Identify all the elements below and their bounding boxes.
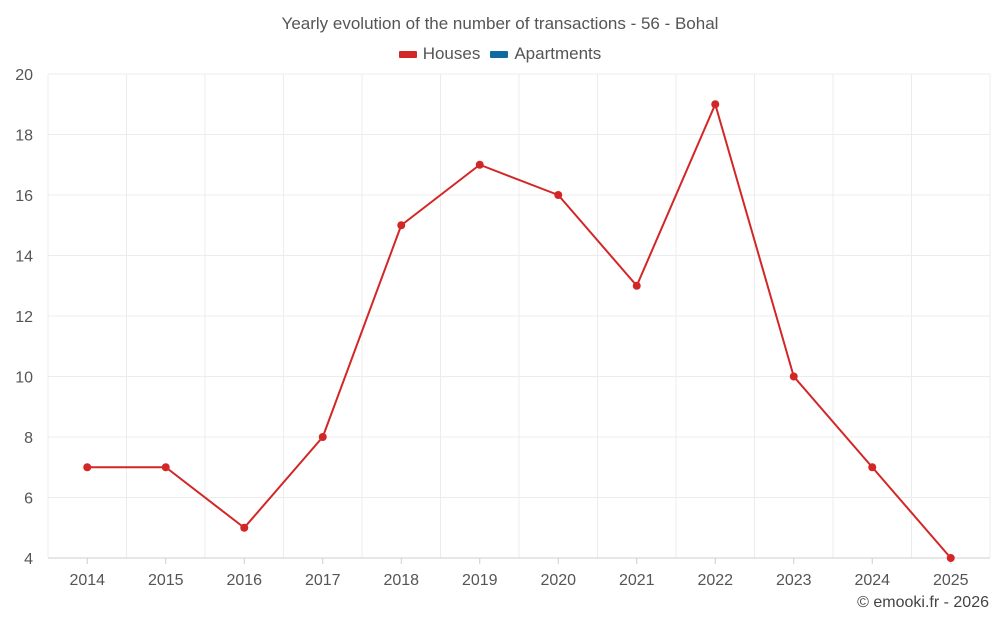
legend-label-apartments: Apartments — [514, 44, 602, 63]
data-point — [789, 372, 798, 381]
legend-item-apartments[interactable]: Apartments — [490, 44, 601, 64]
legend: Houses Apartments — [0, 44, 1000, 64]
y-tick-label: 6 — [24, 491, 33, 508]
legend-label-houses: Houses — [422, 44, 481, 63]
credit-text: © emooki.fr - 2026 — [857, 594, 989, 611]
data-point — [240, 523, 249, 532]
y-tick-label: 12 — [15, 309, 33, 326]
x-tick-label: 2019 — [462, 572, 498, 589]
y-tick-label: 14 — [15, 249, 33, 266]
y-tick-label: 10 — [15, 370, 33, 387]
y-tick-label: 16 — [15, 188, 33, 205]
y-tick-label: 4 — [24, 551, 33, 568]
data-point — [554, 191, 563, 199]
data-point — [868, 463, 877, 472]
chart-title: Yearly evolution of the number of transa… — [281, 14, 719, 33]
x-tick-label: 2017 — [305, 572, 341, 589]
data-point — [83, 463, 92, 472]
x-tick-label: 2024 — [854, 572, 890, 589]
x-tick-label: 2016 — [226, 572, 262, 589]
x-tick-label: 2020 — [540, 572, 576, 589]
data-point — [632, 281, 641, 290]
data-point — [318, 433, 327, 441]
series-line-houses — [87, 103, 952, 559]
x-tick-label: 2025 — [933, 572, 969, 589]
data-point — [946, 554, 955, 562]
x-tick-label: 2014 — [69, 572, 105, 589]
data-point — [397, 221, 406, 230]
x-tick-label: 2021 — [619, 572, 655, 589]
data-point — [475, 160, 484, 169]
y-tick-label: 20 — [15, 67, 33, 84]
legend-swatch-houses — [398, 50, 417, 58]
y-tick-label: 8 — [24, 430, 33, 447]
y-tick-label: 18 — [15, 128, 33, 145]
legend-item-houses[interactable]: Houses — [398, 44, 481, 64]
x-tick-label: 2018 — [383, 572, 419, 589]
data-point — [711, 100, 720, 109]
x-tick-label: 2015 — [148, 572, 184, 589]
x-tick-label: 2023 — [776, 572, 812, 589]
x-tick-label: 2022 — [697, 572, 733, 589]
data-point — [161, 463, 170, 472]
legend-swatch-apartments — [490, 50, 509, 58]
